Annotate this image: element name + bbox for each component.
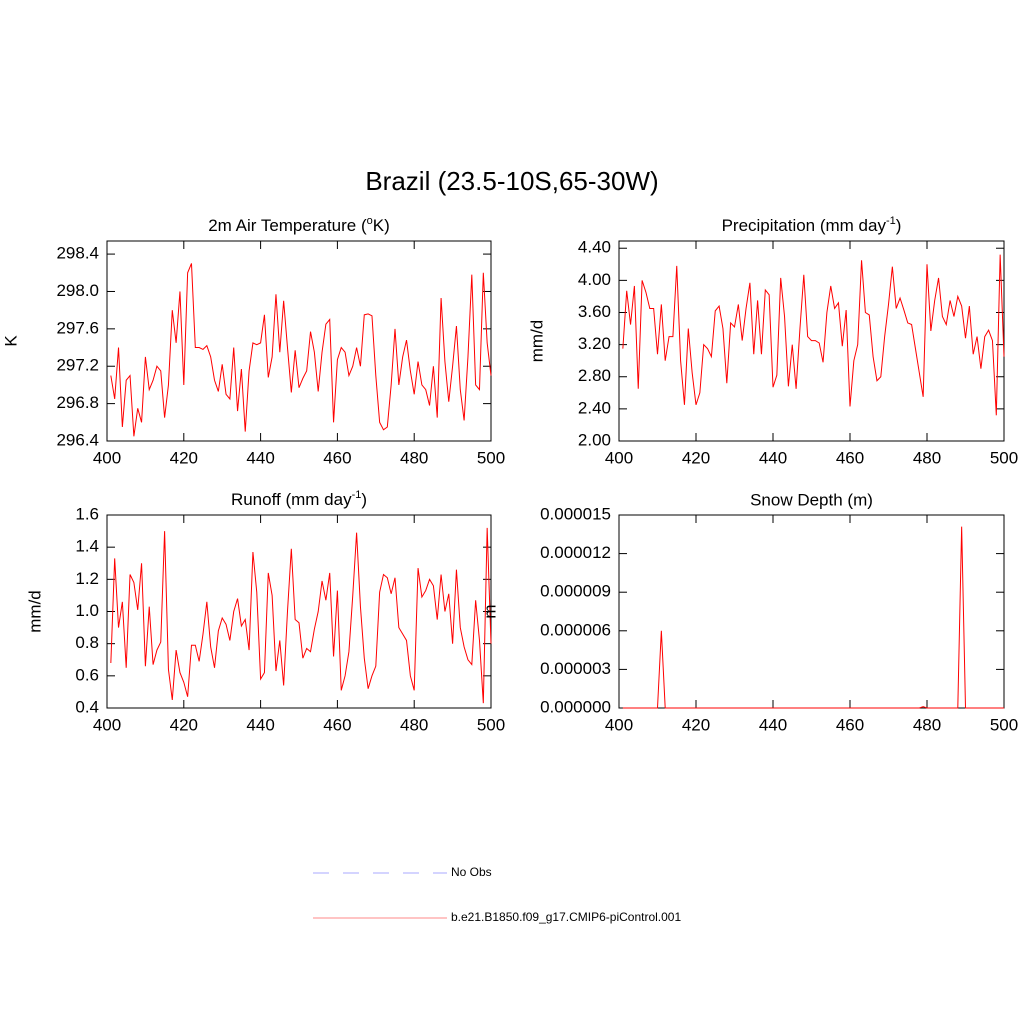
title-part: o: [367, 215, 373, 227]
y-axis-label: mm/d: [527, 320, 546, 363]
y-tick-label: 296.8: [56, 393, 99, 412]
title-part: -1: [886, 215, 896, 227]
y-tick-label: 298.4: [56, 244, 99, 263]
y-tick-label: 0.000000: [540, 697, 611, 716]
panel-title: 2m Air Temperature (oK): [208, 215, 390, 236]
y-tick-label: 0.000015: [540, 504, 611, 523]
y-tick-label: 2.80: [578, 366, 611, 385]
panel-title: Snow Depth (m): [750, 490, 873, 509]
x-tick-label: 460: [836, 448, 864, 467]
y-tick-label: 297.2: [56, 356, 99, 375]
panel-title: Runoff (mm day-1): [231, 489, 367, 510]
x-tick-label: 440: [246, 715, 274, 734]
y-tick-label: 4.00: [578, 270, 611, 289]
x-tick-label: 420: [170, 448, 198, 467]
title-part: ): [361, 490, 367, 509]
x-tick-label: 460: [323, 715, 351, 734]
title-part: Precipitation (mm day: [722, 216, 887, 235]
data-line: [110, 263, 492, 437]
y-tick-label: 4.40: [578, 238, 611, 257]
x-tick-label: 460: [323, 448, 351, 467]
y-tick-label: 0.8: [75, 633, 99, 652]
title-part: ): [896, 216, 902, 235]
y-tick-label: 0.4: [75, 697, 99, 716]
x-tick-label: 420: [170, 715, 198, 734]
y-tick-label: 2.00: [578, 430, 611, 449]
data-line: [110, 527, 492, 704]
title-part: K): [373, 216, 390, 235]
x-tick-label: 440: [759, 715, 787, 734]
x-tick-label: 480: [913, 448, 941, 467]
x-tick-label: 480: [913, 715, 941, 734]
y-tick-label: 2.40: [578, 398, 611, 417]
x-tick-label: 500: [477, 448, 505, 467]
title-part: 2m Air Temperature (: [208, 216, 367, 235]
y-axis-label: m: [480, 604, 499, 618]
x-tick-label: 420: [682, 715, 710, 734]
x-tick-label: 400: [93, 715, 121, 734]
legend-label: b.e21.B1850.f09_g17.CMIP6-piControl.001: [451, 910, 681, 924]
x-tick-label: 500: [990, 715, 1018, 734]
y-tick-label: 3.60: [578, 302, 611, 321]
x-tick-label: 500: [477, 715, 505, 734]
y-tick-label: 0.000006: [540, 620, 611, 639]
y-tick-label: 1.4: [75, 537, 99, 556]
data-line: [622, 254, 1005, 416]
data-line: [622, 526, 1004, 709]
x-tick-label: 460: [836, 715, 864, 734]
panel-title: Precipitation (mm day-1): [722, 215, 902, 236]
figure-title: Brazil (23.5-10S,65-30W): [365, 166, 658, 196]
y-tick-label: 1.6: [75, 504, 99, 523]
title-part: -1: [352, 489, 362, 501]
y-tick-label: 0.000012: [540, 543, 611, 562]
x-tick-label: 440: [246, 448, 274, 467]
plot-frame: [618, 514, 1005, 709]
legend-label: No Obs: [451, 865, 492, 879]
y-tick-label: 0.6: [75, 665, 99, 684]
y-tick-label: 3.20: [578, 334, 611, 353]
y-tick-label: 0.000003: [540, 659, 611, 678]
x-tick-label: 400: [605, 715, 633, 734]
y-tick-label: 1.2: [75, 569, 99, 588]
x-tick-label: 500: [990, 448, 1018, 467]
title-part: Runoff (mm day: [231, 490, 352, 509]
plot-frame: [106, 240, 492, 442]
y-tick-label: 0.000009: [540, 582, 611, 601]
x-tick-label: 420: [682, 448, 710, 467]
y-tick-label: 297.6: [56, 318, 99, 337]
x-tick-label: 400: [605, 448, 633, 467]
x-tick-label: 400: [93, 448, 121, 467]
x-tick-label: 480: [400, 448, 428, 467]
x-tick-label: 480: [400, 715, 428, 734]
y-axis-label: K: [1, 335, 20, 347]
y-axis-label: mm/d: [25, 590, 44, 633]
y-tick-label: 296.4: [56, 430, 99, 449]
y-tick-label: 1.0: [75, 601, 99, 620]
y-tick-label: 298.0: [56, 281, 99, 300]
x-tick-label: 440: [759, 448, 787, 467]
plot-frame: [618, 240, 1005, 442]
